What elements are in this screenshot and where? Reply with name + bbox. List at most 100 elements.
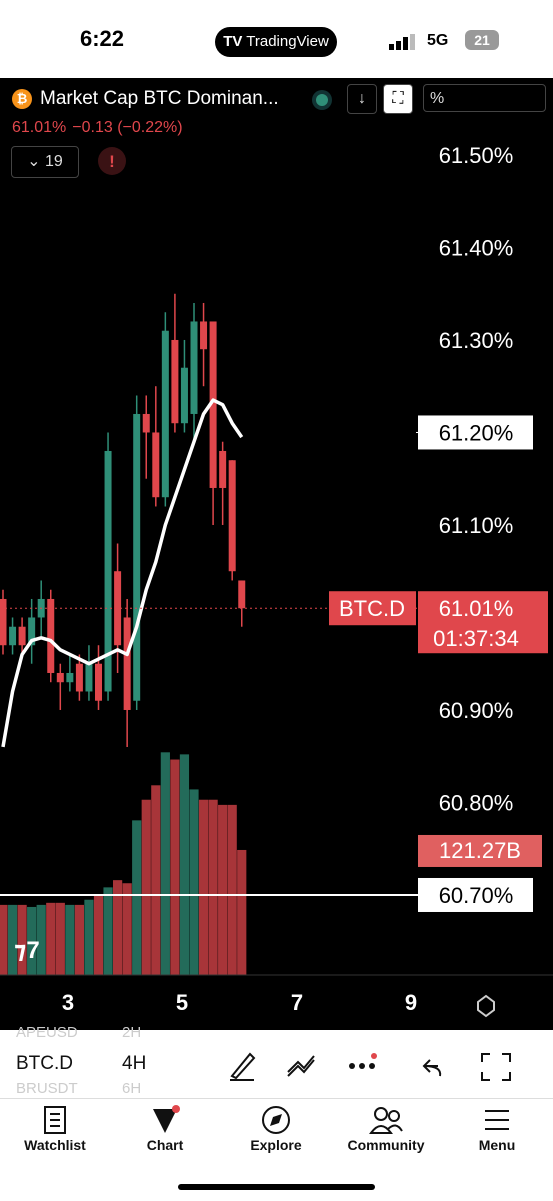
y-tick-label: 60.70% (439, 883, 514, 908)
download-button[interactable]: ↓ (347, 84, 377, 114)
candle-body (133, 413, 141, 701)
next-interval: 6H (122, 1080, 142, 1097)
home-indicator (178, 1184, 375, 1190)
price: 61.01% (12, 119, 67, 136)
clock: 6:22 (80, 26, 125, 51)
change: −0.13 (−0.22%) (72, 119, 183, 136)
volume-bar (237, 849, 247, 975)
app-pill: TV TradingView (215, 27, 337, 57)
battery: 21 (465, 30, 499, 50)
volume-bar (122, 883, 132, 975)
signal-icon (389, 34, 415, 50)
y-tick-label: 61.40% (439, 235, 514, 260)
layout-button[interactable]: ⛶ (383, 84, 413, 114)
candle-body (228, 460, 236, 572)
candle-body (238, 580, 246, 609)
y-tick-label: 60.90% (439, 698, 514, 723)
candle-body (123, 617, 131, 710)
nav-item[interactable]: Community (347, 1137, 425, 1153)
volume-bar (179, 754, 190, 975)
candle-body (18, 626, 26, 646)
symbol-title[interactable]: Market Cap BTC Dominan... (40, 88, 279, 109)
volume-bar (189, 789, 199, 975)
volume-badge (418, 834, 542, 867)
indicator-count: 19 (45, 153, 63, 170)
x-tick-label: 5 (176, 990, 188, 1015)
chart: 61.50% 61.40% 61.30% 61.20% 61.10% 60.90% 60.8… (0, 78, 553, 1030)
volume-bar (27, 906, 37, 975)
y-tick-label: 61.10% (439, 513, 514, 538)
y-tick-label: 60.80% (439, 790, 514, 815)
candle-body (152, 432, 160, 498)
volume-bar (160, 752, 170, 975)
price-badge (418, 591, 548, 654)
candle-body (104, 450, 112, 692)
volume-bar (151, 785, 161, 975)
symbol-badge-label: BTC.D (339, 596, 405, 621)
nav-item[interactable]: Menu (478, 1137, 516, 1153)
symbol-badge (329, 591, 416, 626)
nav-item[interactable]: Watchlist (24, 1137, 86, 1153)
volume-bar (17, 904, 27, 975)
nav-bar: Watchlist Chart Explore Community Menu (0, 1098, 553, 1201)
volume-bar (198, 799, 209, 975)
volume-bar (0, 904, 8, 975)
volume-bar (141, 799, 151, 975)
candle-body (85, 663, 93, 692)
volume-bar (7, 904, 18, 975)
volume-bar (46, 902, 56, 975)
svg-text:!: ! (109, 152, 115, 171)
candle-body (114, 571, 122, 646)
y-tick-label: 61.50% (439, 143, 514, 168)
symbol[interactable]: BTC.D (16, 1053, 73, 1074)
network: 5G (427, 32, 449, 49)
status-bar: 6:22 TV TradingView 5G 21 (0, 0, 553, 78)
price-line: 61.01% −0.13 (−0.22%) (12, 119, 189, 137)
candle-body (95, 663, 102, 701)
volume-bar (218, 804, 228, 975)
candle-body (0, 598, 7, 646)
prev-symbol: APEUSD (16, 1024, 78, 1041)
prev-interval: 2H (122, 1024, 142, 1041)
alert-icon[interactable]: ! (97, 146, 127, 176)
candle-body (75, 663, 83, 692)
toolbar: APEUSD 2H BTC.D 4H BRUSDT 6H (0, 1024, 553, 1098)
interval[interactable]: 4H (122, 1053, 147, 1074)
tv-logo: ⁊7 (14, 937, 40, 964)
volume-bar (132, 820, 142, 975)
nav-icons (44, 1105, 509, 1134)
volume-bar (36, 904, 46, 975)
candle-body (9, 626, 17, 646)
volume-bar (113, 880, 123, 975)
tool-icons[interactable] (228, 1048, 528, 1082)
settings-icon (477, 994, 495, 1018)
candle-body (190, 321, 198, 414)
volume-bar (170, 759, 180, 975)
volume-bar (208, 799, 218, 975)
candle-body (161, 330, 169, 498)
scale-field[interactable]: % (423, 84, 546, 112)
countdown: 01:37:34 (433, 626, 519, 651)
nav-item[interactable]: Explore (250, 1137, 302, 1153)
candle-body (28, 617, 36, 646)
volume-bar (103, 887, 113, 975)
indicators-button[interactable]: ⌄ 19 (11, 146, 79, 178)
candle-body (209, 321, 217, 488)
candle-body (180, 367, 188, 424)
next-symbol: BRUSDT (16, 1080, 78, 1097)
volume-bar (74, 904, 84, 975)
coin-icon: ₿ (12, 89, 32, 109)
tick-box (418, 877, 533, 912)
x-tick-label: 9 (405, 990, 417, 1015)
y-tick-label: 61.20% (439, 420, 514, 445)
app-name: TradingView (246, 33, 329, 50)
volume-bar (55, 902, 65, 975)
nav-item[interactable]: Chart (146, 1137, 184, 1153)
candle-body (171, 339, 179, 424)
moving-average (1, 398, 244, 748)
candle-body (47, 598, 55, 673)
volume-bar (227, 804, 237, 975)
volume-bar (84, 899, 94, 975)
volume-bar (65, 904, 75, 975)
x-tick-label: 7 (291, 990, 303, 1015)
